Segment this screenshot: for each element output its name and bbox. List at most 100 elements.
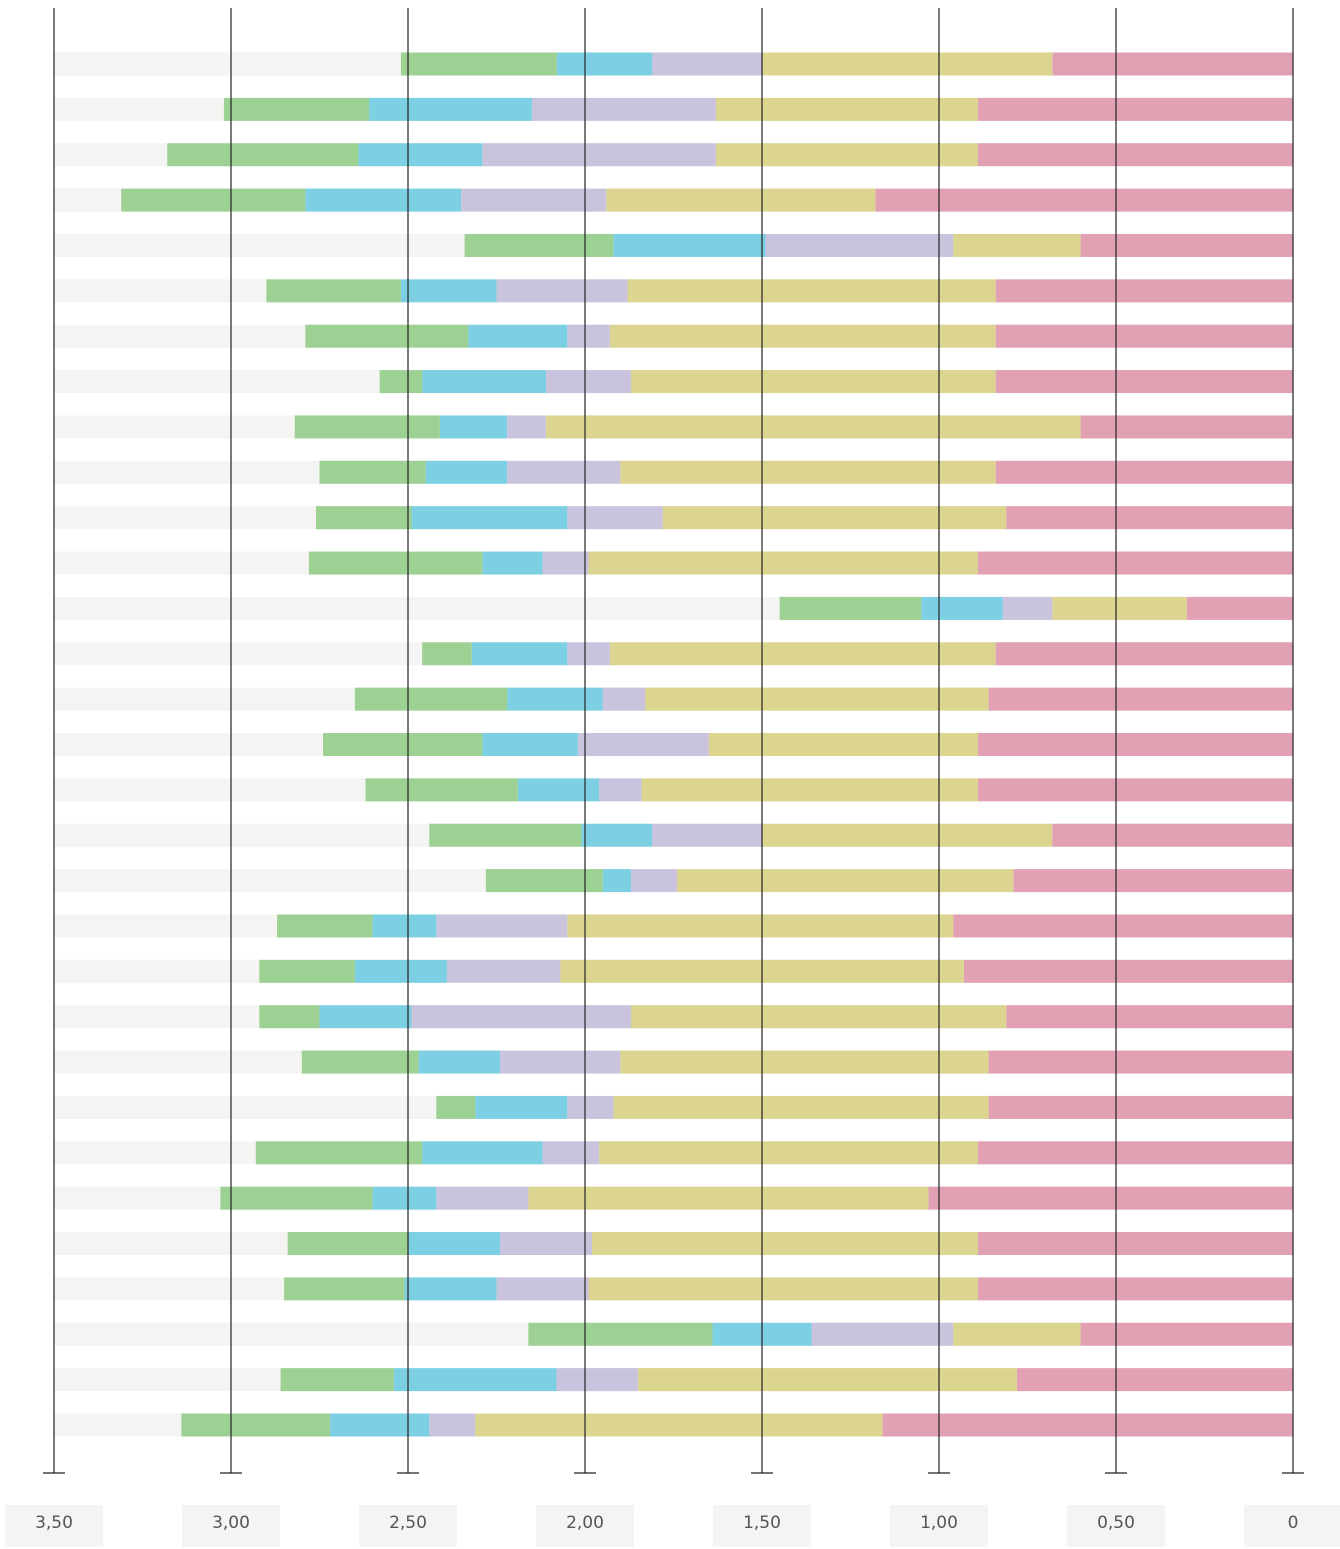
x-tick-label: 0 [1288,1513,1299,1533]
bar-segment [631,869,678,893]
bar-segment [542,1141,600,1165]
bar-segment [500,1050,621,1074]
bar-segment [641,778,978,802]
bar-segment [567,914,954,938]
bar-segment [482,143,716,167]
bar-segment [652,823,762,847]
bar-segment [546,415,1081,439]
x-tick-label: 1,50 [743,1513,781,1533]
bar-segment [882,1413,1293,1437]
bar-segment [461,188,607,212]
bar-segment [284,1277,405,1301]
bar-segment [988,1050,1293,1074]
bar-segment [301,1050,419,1074]
bar-segment [220,1186,373,1210]
bar-segment [531,97,716,121]
bar-segment [223,97,370,121]
bar-segment [762,52,1053,76]
bar-segment [963,959,1293,983]
x-tick-label: 1,00 [920,1513,958,1533]
bar-segment [1002,596,1053,620]
bar-segment [995,279,1293,303]
bar-segment [436,1095,476,1119]
bar-segment [599,778,642,802]
bar-segment [995,460,1293,484]
bar-segment [995,324,1293,348]
bar-segment [404,1277,497,1301]
bar-segment [446,959,561,983]
bar-segment [287,1232,408,1256]
x-tick-label: 2,00 [566,1513,604,1533]
bar-segment [602,869,632,893]
bar-segment [429,1413,476,1437]
bar-segment [1052,823,1293,847]
bar-segment [599,1141,978,1165]
bar-segment [121,188,306,212]
bar-segment [988,687,1293,711]
bar-segment [266,279,401,303]
bar-segment [167,143,359,167]
tick-label-box [713,1505,811,1547]
bar-segment [280,1368,394,1392]
bar-segment [567,1095,614,1119]
bar-segment [1080,233,1293,257]
bar-segment [259,1005,320,1029]
bar-segment [995,642,1293,666]
bar-segment [627,279,996,303]
bar-segment [995,370,1293,394]
bar-segment [652,52,762,76]
bar-segment [977,551,1293,575]
bar-segment [365,778,518,802]
bar-segment [953,1322,1081,1346]
bar-segment [475,1095,568,1119]
bar-segment [662,506,1007,530]
bar-segment [1080,415,1293,439]
bar-segment [1016,1368,1293,1392]
bar-segment [308,551,483,575]
bar-segment [400,52,557,76]
bar-segment [507,687,603,711]
bar-segment [588,1277,978,1301]
bar-segment [372,914,437,938]
tick-label-box [1244,1505,1340,1547]
bar-segment [779,596,922,620]
bar-segment [319,460,426,484]
bar-segment [977,143,1293,167]
bar-segment [588,551,978,575]
bar-segment [372,1186,437,1210]
bar-segment [181,1413,331,1437]
bar-segment [620,460,996,484]
bar-segment [482,551,543,575]
bar-segment [354,687,508,711]
bar-segment [921,596,1003,620]
bar-segment [411,1005,632,1029]
tick-label-box [5,1505,103,1547]
bar-segment [631,370,996,394]
bar-segment [556,1368,639,1392]
bar-segment [592,1232,978,1256]
bar-segment [546,370,632,394]
bar-segment [305,324,469,348]
bar-segment [485,869,603,893]
bar-segment [528,1186,929,1210]
bar-segment [408,1232,501,1256]
tick-label-box [1067,1505,1165,1547]
bar-segment [581,823,653,847]
bar-segment [496,279,628,303]
bar-segment [556,52,653,76]
bar-segment [638,1368,1017,1392]
bar-segment [1052,596,1187,620]
bar-segment [1052,52,1293,76]
bar-segment [507,415,547,439]
bar-segment [677,869,1014,893]
bar-segment [305,188,462,212]
bar-segment [1006,506,1293,530]
bar-segment [369,97,532,121]
bar-segment [330,1413,430,1437]
bar-segment [606,188,876,212]
bar-segment [977,778,1293,802]
tick-label-box [182,1505,280,1547]
bar-segment [277,914,373,938]
bar-segment [507,460,621,484]
